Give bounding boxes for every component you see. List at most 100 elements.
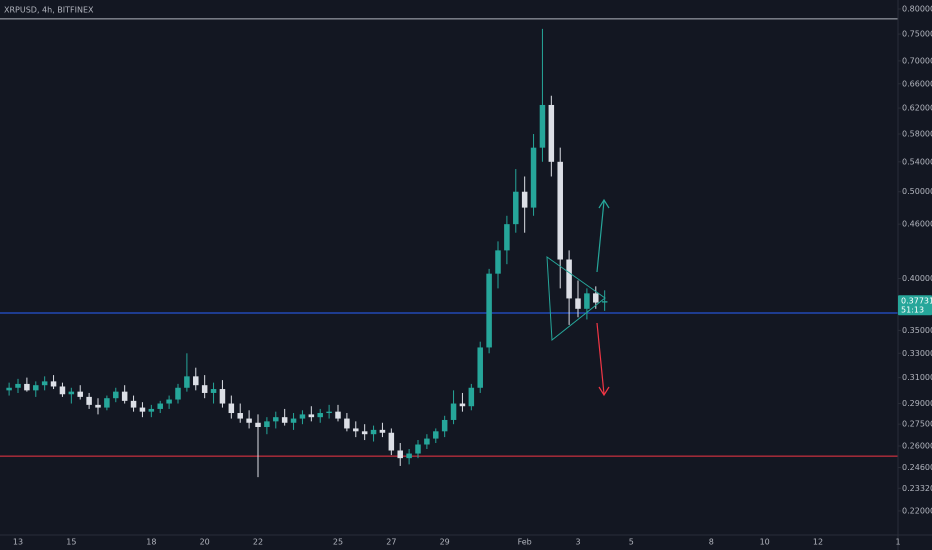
price-axis [898,0,932,550]
candle-body [441,419,448,432]
candle-body [255,422,261,428]
candle-body [201,385,208,393]
candle-body [477,347,483,388]
y-tick-label: 0.29000 [902,399,932,408]
down-arrow [596,322,605,395]
candle-body [166,399,172,404]
up-arrow-head [598,198,610,209]
x-tick-label: 5 [629,538,634,547]
candle-body [308,414,315,418]
y-tick-label: 0.62000 [902,104,932,113]
candle-body [86,396,92,405]
y-tick-label: 0.40000 [902,274,932,283]
candle-body [15,383,21,388]
down-arrow-head [598,386,610,397]
candle-body [210,389,217,393]
y-tick-label: 0.26000 [902,441,932,450]
y-tick-label: 0.23320 [902,484,932,493]
countdown-label: 51:13 [901,306,924,315]
candle-body [486,273,492,348]
candle-body [193,376,199,386]
candle-body [24,383,30,391]
candle-body [184,376,190,388]
x-tick-label: 20 [200,538,210,547]
candle-body [6,387,12,391]
candle-body [175,387,181,400]
candle-body [50,381,57,387]
candle-body [593,293,599,303]
candle-body [433,431,439,439]
x-tick-label: 22 [253,538,263,547]
candle-body [601,301,608,303]
candle-body [219,389,226,404]
y-tick-label: 0.66000 [902,79,932,88]
candle-body [450,403,457,420]
candle-body [59,386,66,395]
chart-title: XRPUSD, 4h, BITFINEX [4,6,94,15]
up-arrow [596,200,605,273]
y-tick-label: 0.35000 [902,326,932,335]
candle-body [459,403,466,407]
candle-body [584,293,590,309]
candle-body [575,298,581,309]
candle-body [388,432,395,451]
last-price-label: 0.37731 [901,297,932,306]
candle-body [361,431,368,435]
candle-body [139,407,146,412]
y-tick-label: 0.46000 [902,220,932,229]
candle-body [41,381,48,386]
candle-body [335,411,341,419]
candle-body [228,403,235,414]
candle-body [113,391,119,399]
candle-body [326,411,332,414]
candle-body [246,418,252,423]
candle-body [237,413,243,419]
candle-body [33,385,39,391]
x-tick-label: 12 [813,538,823,547]
x-tick-label: 8 [709,538,714,547]
drawings [546,198,610,397]
y-tick-label: 0.31000 [902,373,932,382]
candle-body [121,391,128,401]
candle-body [566,259,572,299]
x-tick-label: 15 [66,538,76,547]
candle-body [264,421,270,428]
candle-body [539,104,546,148]
candle-body [104,398,110,408]
candle-body [148,408,155,412]
candle-body [406,453,412,459]
candle-body [299,414,306,419]
x-tick-label: 10 [760,538,770,547]
candle-body [317,413,323,418]
candle-body [495,250,501,274]
triangle-pattern [546,255,606,341]
candle-body [290,418,297,423]
x-tick-label: Feb [518,538,532,547]
x-tick-label: 29 [440,538,450,547]
candle-body [95,404,101,408]
y-tick-label: 0.22000 [902,506,932,515]
candle-body [77,391,83,397]
candle-body [504,224,510,251]
x-tick-label: 3 [575,538,580,547]
candle-body [281,417,288,423]
plot-area [0,18,898,478]
candle-body [130,400,137,408]
y-tick-label: 0.24600 [902,463,932,472]
candle-body [379,429,386,433]
x-tick-label: 25 [333,538,343,547]
y-tick-label: 0.70000 [902,56,932,65]
y-tick-label: 0.27500 [902,420,932,429]
candle-body [530,147,537,208]
y-tick-label: 0.75000 [902,30,932,39]
candle-body [157,403,163,409]
candle-body [415,444,421,454]
candle-body [513,191,519,225]
y-tick-label: 0.80000 [902,4,932,13]
y-tick-label: 0.33000 [902,349,932,358]
y-tick-label: 0.50000 [902,187,932,196]
axis-labels: 0.80000 0.75000 0.70000 0.66000 0.62000 0.580… [13,4,932,547]
candle-body [424,438,430,445]
